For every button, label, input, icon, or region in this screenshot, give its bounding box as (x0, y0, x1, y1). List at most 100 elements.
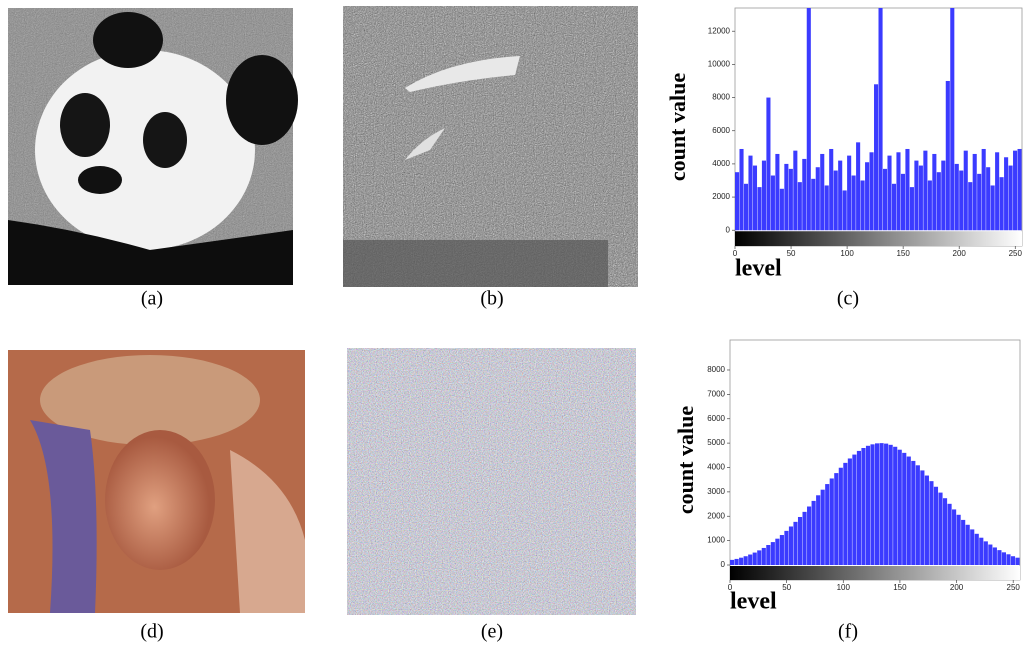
y-tick-label: 10000 (708, 59, 731, 68)
bar (870, 444, 874, 565)
bar (766, 98, 770, 231)
x-tick-label: 250 (1007, 583, 1021, 592)
bar (798, 182, 802, 230)
bar (739, 558, 743, 565)
x-tick-label: 250 (1009, 249, 1023, 258)
bar (825, 185, 829, 230)
y-tick-label: 4000 (712, 159, 730, 168)
bar (889, 445, 893, 565)
bar (973, 154, 977, 230)
x-axis-label: level (730, 589, 777, 615)
y-tick-label: 6000 (712, 126, 730, 135)
bar (866, 446, 870, 565)
bar (884, 444, 888, 565)
y-axis-label: count value (673, 406, 698, 514)
bar (848, 458, 852, 565)
bar (964, 151, 968, 231)
bar (1018, 149, 1022, 230)
bar (997, 550, 1001, 565)
x-tick-label: 150 (893, 583, 907, 592)
bar (1006, 554, 1010, 565)
bar (821, 490, 825, 565)
bar (1009, 166, 1013, 231)
y-tick-label: 2000 (707, 511, 725, 520)
bar (838, 161, 842, 231)
x-tick-label: 50 (787, 249, 796, 258)
y-axis-label: count value (665, 73, 690, 181)
image-e (347, 348, 636, 615)
bar (757, 187, 761, 230)
bar (762, 161, 766, 231)
bar (950, 8, 954, 230)
bar (843, 190, 847, 230)
y-tick-label: 4000 (707, 463, 725, 472)
caption: (f) (838, 621, 858, 643)
bar (807, 507, 811, 566)
bar (948, 504, 952, 565)
bar (780, 535, 784, 565)
bar (825, 484, 829, 565)
bar (861, 448, 865, 565)
bar (970, 529, 974, 565)
bar (766, 545, 770, 565)
bar (757, 550, 761, 565)
bar (857, 451, 861, 565)
y-tick-label: 12000 (708, 26, 731, 35)
bar (995, 152, 999, 230)
bar (739, 149, 743, 230)
bar (744, 556, 748, 565)
bar (856, 142, 860, 230)
bar (865, 162, 869, 230)
bar (807, 8, 811, 230)
bar (789, 169, 793, 230)
y-tick-label: 5000 (707, 438, 725, 447)
page: {"captions": ["(a)", "(b)", "(c)", "(d)"… (0, 0, 1025, 648)
bar (880, 443, 884, 565)
bar (928, 180, 932, 230)
bar (957, 515, 961, 565)
bar (744, 184, 748, 230)
bar (959, 171, 963, 231)
histogram-chart: 0100020003000400050006000700080000501001… (673, 340, 1020, 615)
bar (820, 154, 824, 230)
bar (735, 172, 739, 230)
bar (977, 174, 981, 230)
x-tick-label: 50 (782, 583, 791, 592)
x-axis-label: level (735, 256, 782, 282)
bar (789, 526, 793, 565)
image-d (8, 350, 305, 613)
bar (916, 465, 920, 565)
colorbar (735, 231, 1022, 246)
bar (896, 152, 900, 230)
bar (1015, 558, 1019, 565)
bar (966, 525, 970, 565)
x-tick-label: 200 (953, 249, 967, 258)
bar (898, 450, 902, 565)
bar (730, 560, 734, 565)
bar (993, 547, 997, 565)
y-tick-label: 8000 (712, 93, 730, 102)
y-tick-label: 7000 (707, 389, 725, 398)
caption: (e) (481, 621, 503, 643)
bar (932, 154, 936, 230)
bar (991, 185, 995, 230)
caption: (b) (480, 288, 503, 310)
bar (748, 555, 752, 565)
bar (771, 542, 775, 565)
bar (843, 463, 847, 565)
bar (803, 512, 807, 565)
bar (887, 156, 891, 231)
y-tick-label: 3000 (707, 487, 725, 496)
bar (1000, 177, 1004, 230)
bar (816, 167, 820, 230)
x-tick-label: 200 (950, 583, 964, 592)
bar (910, 187, 914, 230)
bar (979, 538, 983, 565)
bar (923, 151, 927, 231)
bar (941, 161, 945, 231)
bar (753, 553, 757, 565)
bar (937, 172, 941, 230)
bar (946, 81, 950, 230)
bar (901, 174, 905, 230)
bar (839, 468, 843, 565)
